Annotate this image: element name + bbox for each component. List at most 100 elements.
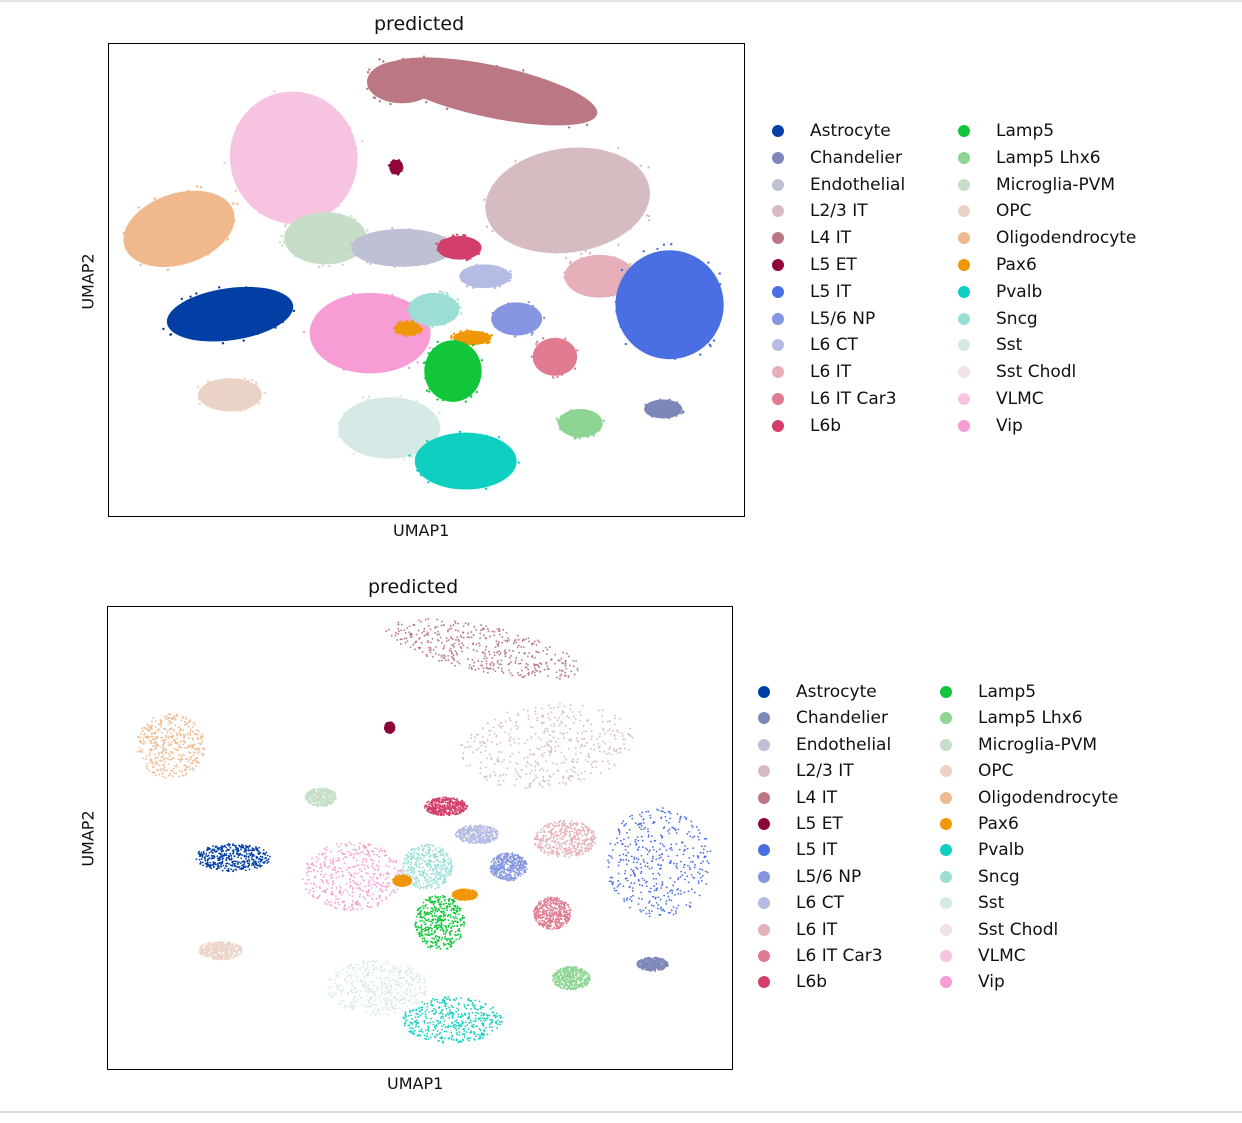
legend-marker [772,259,784,271]
cell-point [258,402,260,404]
cell-point [166,268,169,271]
cell-point [495,874,497,876]
cell-point [174,748,176,750]
cell-point [312,804,314,806]
cell-point [163,743,165,745]
cell-point [412,334,414,336]
cell-point [565,725,567,727]
cell-point [536,341,538,343]
cluster-body [215,77,372,238]
cell-point [237,404,239,406]
cell-point [518,861,520,863]
cell-point [510,655,512,657]
cell-point [433,809,435,811]
cell-point [494,287,496,289]
cell-point [551,360,553,362]
cell-point [574,367,576,369]
cell-point [619,718,621,720]
cell-point [493,634,495,636]
cell-point [180,761,182,763]
cell-point [507,863,509,865]
cell-point [260,860,262,862]
cell-point [592,766,594,768]
cell-point [154,732,156,734]
cell-point [443,237,445,239]
cell-point [534,769,536,771]
cell-point [234,856,236,858]
cluster-oligodendrocyte [137,713,206,778]
cell-point [407,248,409,250]
cell-point [176,766,178,768]
cell-point [509,871,511,873]
cell-point [509,657,511,659]
cell-point [439,479,441,481]
cell-point [464,236,466,238]
cell-point [183,734,185,736]
cell-point [473,662,475,664]
cell-point [576,668,578,670]
cell-point [473,842,475,844]
cell-point [457,831,459,833]
cell-point [361,140,364,143]
cell-point [247,862,249,864]
cell-point [221,845,223,847]
cell-point [466,833,468,835]
cell-point [246,860,248,862]
cell-point [325,323,327,325]
cell-point [430,66,432,68]
cell-point [332,794,334,796]
cell-point [527,756,529,758]
cell-point [498,650,500,652]
cell-point [233,409,235,411]
cell-point [542,776,544,778]
cell-point [460,348,462,350]
cell-point [566,341,568,343]
cell-point [644,404,646,406]
cell-point [416,327,418,329]
cell-point [458,386,460,388]
cell-point [493,663,495,665]
cell-point [465,357,467,359]
cell-point [568,655,570,657]
cell-point [460,312,462,314]
cell-point [310,798,312,800]
cell-point [473,740,475,742]
cell-point [509,468,511,470]
legend-label: L2/3 IT [810,201,868,221]
cell-point [475,836,477,838]
legend-item: L5 ET [772,252,857,278]
cell-point [312,793,314,795]
cell-point [500,663,502,665]
cell-point [409,61,411,63]
cell-point [477,337,479,339]
cell-point [689,278,691,280]
cell-point [232,852,234,854]
cell-point [315,798,317,800]
cell-point [465,839,467,841]
cell-point [483,839,485,841]
cell-point [556,359,558,361]
cell-point [606,267,608,269]
cell-point [168,763,170,765]
cell-point [426,260,428,262]
cell-point [471,830,473,832]
cell-point [381,78,383,80]
cell-point [493,863,495,865]
cell-point [518,743,520,745]
cell-point [184,764,186,766]
cell-point [671,415,673,417]
cell-point [565,257,568,260]
cell-point [485,745,487,747]
cell-point [566,715,568,717]
cell-point [454,620,456,622]
cell-point [449,298,451,300]
cell-point [521,858,523,860]
cell-point [558,717,560,719]
cell-point [541,746,543,748]
cell-point [264,392,266,394]
cell-point [233,860,235,862]
cell-point [608,752,610,754]
cell-point [181,771,183,773]
cell-point [263,849,265,851]
cell-point [457,298,459,300]
